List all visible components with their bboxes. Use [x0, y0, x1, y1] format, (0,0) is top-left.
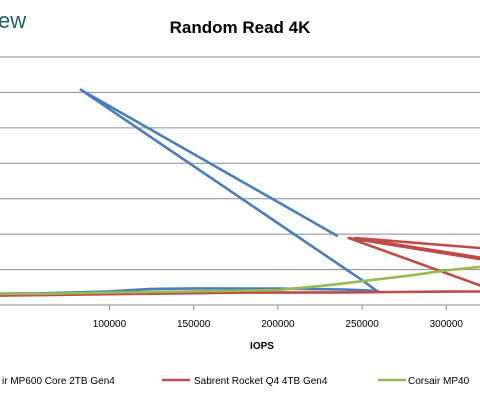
series-line-2 [0, 236, 480, 297]
legend-label: ir MP600 Core 2TB Gen4 [2, 376, 115, 387]
x-tick-labels: 1000001500002000002500003000000 [93, 319, 464, 330]
x-tick-label: 300000 [430, 319, 464, 330]
x-axis-title: IOPS [250, 341, 274, 352]
x-tick-label: 100000 [93, 319, 127, 330]
brand-logo-fragment: ew [0, 8, 26, 33]
series-line-1 [0, 88, 381, 295]
legend-label: Corsair MP40 [408, 376, 470, 387]
series-lines [0, 88, 480, 297]
x-tick-label: 150000 [177, 319, 211, 330]
chart-title: Random Read 4K [170, 18, 311, 37]
x-tick-label: 200000 [261, 319, 295, 330]
legend: ir MP600 Core 2TB Gen4 Sabrent Rocket Q4 … [2, 376, 470, 387]
gridlines [0, 56, 480, 271]
legend-label: Sabrent Rocket Q4 4TB Gen4 [194, 376, 328, 387]
x-tick-label: 250000 [345, 319, 379, 330]
axes [0, 304, 480, 310]
series-line-3 [0, 265, 480, 296]
